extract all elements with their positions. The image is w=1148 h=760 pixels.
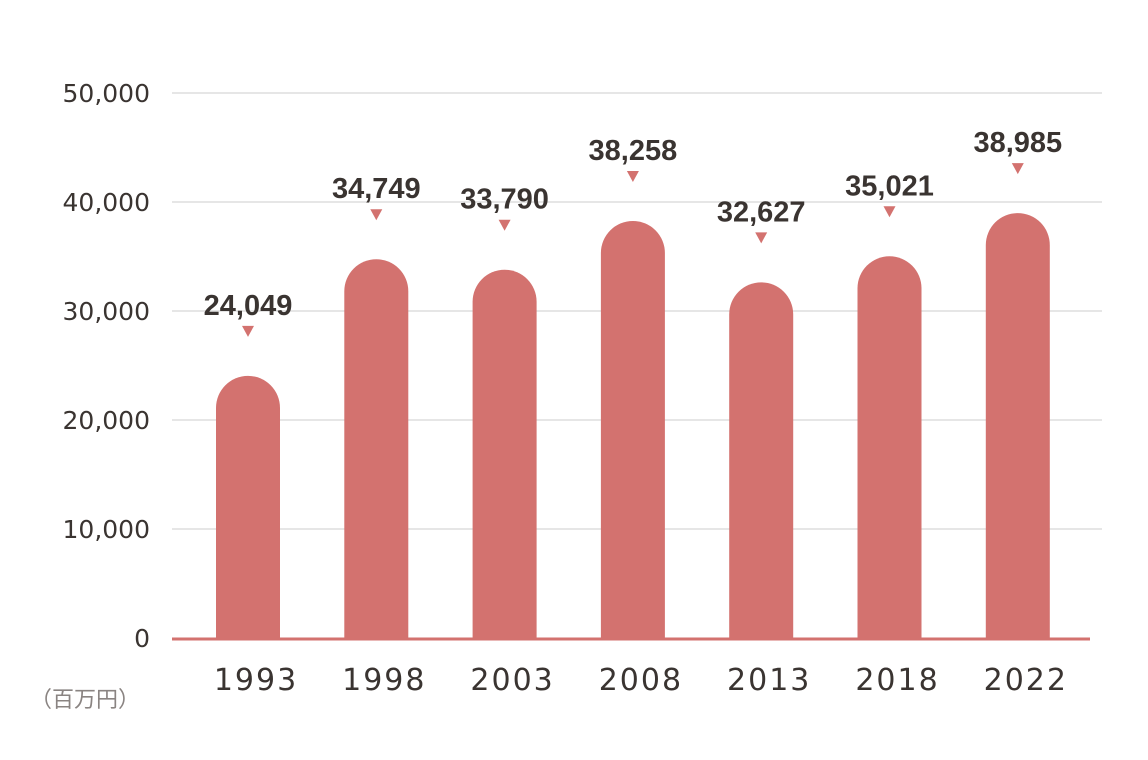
unit-label: （百万円） — [30, 688, 140, 713]
value-marker-2013 — [755, 232, 768, 244]
value-marker-2008 — [626, 170, 639, 182]
value-marker-2003 — [498, 219, 511, 231]
value-label-2018: 35,021 — [845, 170, 934, 202]
x-tick-label-2013: 2013 — [727, 663, 811, 698]
x-tick-label-1998: 1998 — [342, 663, 426, 698]
value-label-2013: 32,627 — [717, 196, 806, 228]
x-axis-ticks: 1993 1998 2003 2008 2013 2018 2022 — [214, 663, 1068, 698]
value-label-2022: 38,985 — [973, 127, 1062, 159]
bar-1998 — [344, 259, 409, 638]
y-tick-label: 40,000 — [63, 188, 150, 217]
y-axis-ticks: 0 10,000 20,000 30,000 40,000 50,000 — [63, 79, 150, 653]
value-label-2008: 38,258 — [589, 135, 678, 167]
bar-1993 — [216, 375, 280, 638]
value-label-2003: 33,790 — [460, 184, 549, 216]
value-label-1998: 34,749 — [332, 173, 421, 205]
bar-2018 — [857, 256, 922, 638]
value-marker-2022 — [1011, 163, 1024, 175]
y-tick-label: 50,000 — [63, 79, 150, 108]
x-tick-label-2008: 2008 — [599, 663, 683, 698]
x-tick-label-2022: 2022 — [984, 663, 1068, 698]
value-labels: 24,049 34,749 33,790 38,258 32,627 35,021 38,9… — [204, 127, 1062, 337]
bar-2022 — [985, 213, 1050, 638]
y-tick-label: 0 — [134, 624, 150, 653]
bar-2013 — [729, 282, 794, 638]
x-tick-label-2018: 2018 — [855, 663, 939, 698]
bars — [216, 213, 1050, 638]
bar-2003 — [472, 269, 537, 638]
y-tick-label: 20,000 — [63, 406, 150, 435]
value-label-1993: 24,049 — [204, 290, 293, 322]
y-tick-label: 10,000 — [63, 515, 150, 544]
value-marker-1998 — [370, 209, 383, 221]
bar-2008 — [600, 220, 665, 638]
x-tick-label-1993: 1993 — [214, 663, 298, 698]
y-tick-label: 30,000 — [63, 297, 150, 326]
value-marker-1993 — [242, 325, 254, 337]
value-marker-2018 — [883, 206, 896, 218]
x-tick-label-2003: 2003 — [470, 663, 554, 698]
